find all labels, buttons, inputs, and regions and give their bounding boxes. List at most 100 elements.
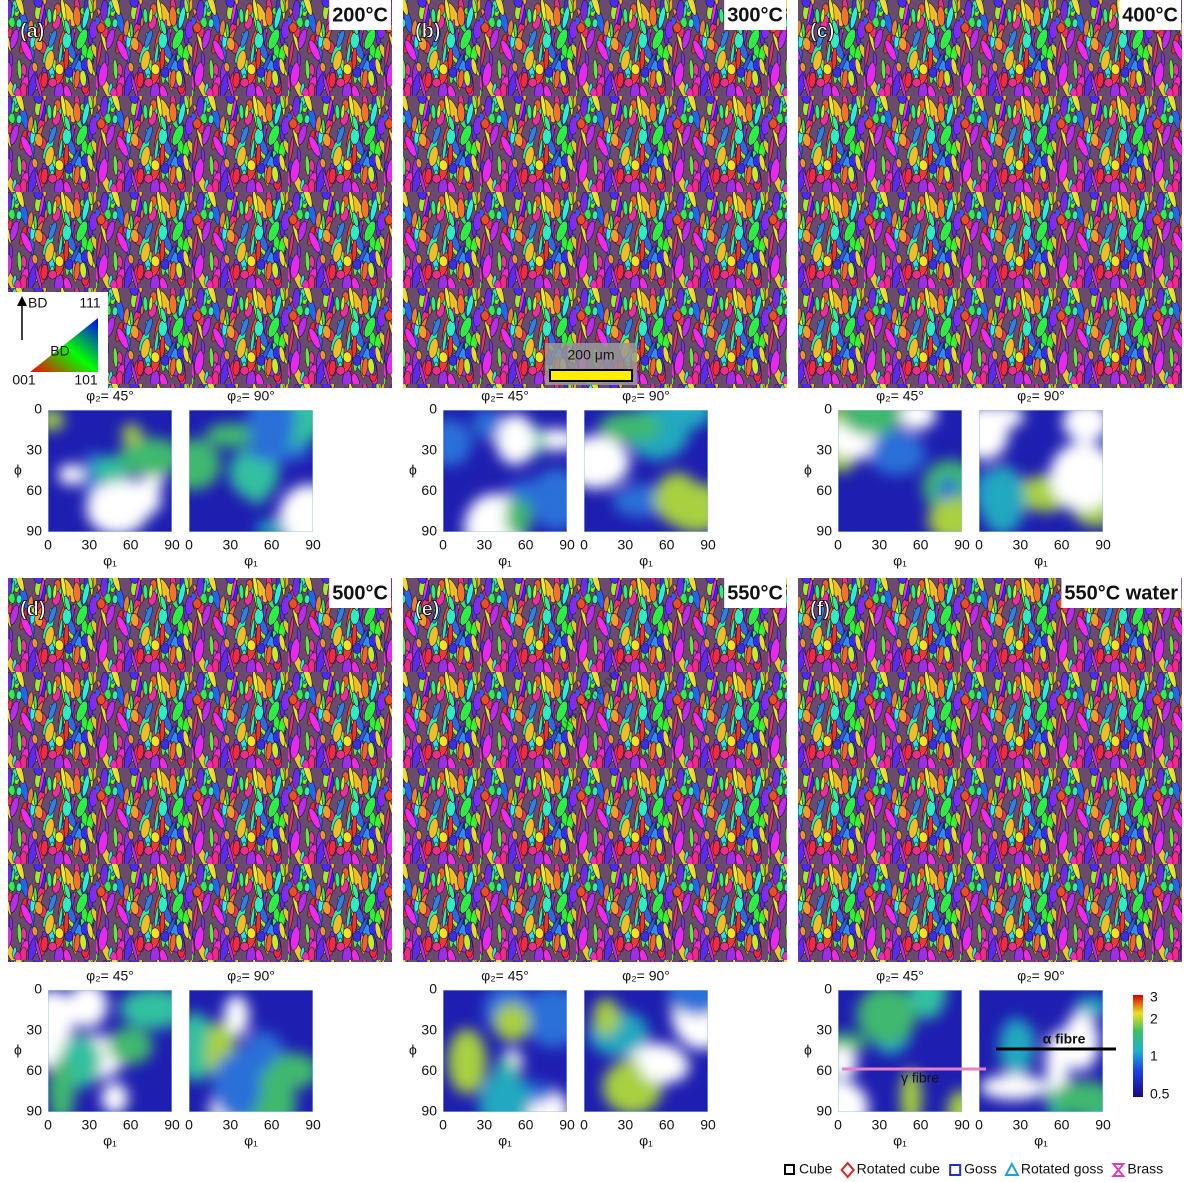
odf-map (979, 990, 1103, 1112)
temperature-label: 550°C water (1064, 582, 1178, 604)
legend-symbol (784, 1164, 795, 1175)
x-tick-label: 0 (834, 537, 842, 553)
legend-label: Brass (1127, 1161, 1163, 1177)
odf-blob (639, 1048, 690, 1084)
x-tick-label: 60 (1054, 1117, 1070, 1133)
x-axis-label: φ₁ (639, 553, 653, 569)
odf-blob (1062, 1012, 1100, 1071)
odf-blob (505, 495, 532, 532)
y-tick-label: 30 (421, 1021, 437, 1037)
y-tick-label: 90 (26, 523, 42, 539)
section-title: φ₂= 90° (227, 968, 275, 984)
odf-blob (278, 484, 313, 532)
odf-contours (189, 410, 313, 532)
legend-symbol (1004, 1161, 1020, 1176)
legend-symbol (949, 1164, 962, 1176)
x-tick-label: 60 (1054, 537, 1070, 553)
odf-blob (584, 435, 630, 489)
odf-map (979, 410, 1103, 532)
legend-symbol (840, 1161, 855, 1179)
panel-label: (b) (415, 20, 441, 42)
odf-blob (979, 464, 1026, 532)
x-tick-label: 60 (123, 537, 139, 553)
odf-blob (613, 484, 666, 518)
panel-label: (e) (415, 598, 439, 620)
panel-label: (d) (20, 598, 46, 620)
odf-blob (58, 464, 84, 486)
temperature-label: 550°C (727, 582, 783, 604)
x-axis-label: φ₁ (244, 553, 258, 569)
y-tick-label: 60 (26, 482, 42, 498)
x-tick-label: 90 (1095, 1117, 1111, 1133)
x-tick-label: 0 (44, 537, 52, 553)
ebsd-map (798, 0, 1182, 388)
odf-contours (48, 410, 172, 532)
bd-arrowhead (17, 296, 27, 306)
colorbar-tick: 1 (1150, 1048, 1158, 1064)
odf-blob (119, 990, 172, 1029)
x-tick-label: 30 (1013, 1117, 1029, 1133)
x-tick-label: 60 (913, 1117, 929, 1133)
gamma-fibre-label: γ fibre (901, 1070, 939, 1086)
x-tick-label: 0 (439, 537, 447, 553)
y-tick-label: 60 (26, 1062, 42, 1078)
y-tick-label: 60 (421, 1062, 437, 1078)
odf-blob (1074, 995, 1103, 1017)
odf-blob (478, 1071, 531, 1112)
section-title: φ₂= 90° (622, 968, 670, 984)
odf-blob (838, 1046, 858, 1080)
x-axis-label: φ₁ (103, 553, 117, 569)
y-tick-label: 0 (34, 401, 42, 417)
x-tick-label: 0 (834, 1117, 842, 1133)
x-tick-label: 0 (44, 1117, 52, 1133)
legend-label: Goss (964, 1161, 997, 1177)
x-tick-label: 30 (618, 1117, 634, 1133)
odf-blob (495, 414, 536, 465)
ebsd-map (8, 578, 392, 962)
x-tick-label: 90 (164, 1117, 180, 1133)
ipf-101: 101 (74, 372, 98, 388)
y-tick-label: 30 (421, 441, 437, 457)
odf-blob (895, 410, 937, 430)
odf-blob (927, 497, 962, 532)
odf-map (443, 410, 567, 532)
odf-blob (656, 410, 708, 431)
x-tick-label: 60 (518, 537, 534, 553)
odf-contours (447, 990, 567, 1112)
x-tick-label: 90 (559, 1117, 575, 1133)
scale-bar (549, 369, 633, 382)
legend-label: Cube (799, 1161, 833, 1177)
phi-axis-label: ϕ (409, 1042, 417, 1058)
odf-contours (584, 410, 708, 532)
odf-contours (979, 410, 1103, 532)
temperature-label: 200°C (332, 4, 388, 26)
odf-blob (494, 1003, 531, 1042)
odf-blob (525, 990, 567, 1048)
odf-map (584, 990, 708, 1112)
x-axis-label: φ₁ (893, 1133, 907, 1149)
odf-blob (840, 410, 902, 436)
y-tick-label: 60 (816, 482, 832, 498)
y-tick-label: 30 (816, 1021, 832, 1037)
x-tick-label: 90 (700, 1117, 716, 1133)
odf-blob (667, 990, 708, 1016)
ipf-triangle (30, 318, 98, 372)
odf-blob (189, 439, 221, 490)
odf-blob (947, 1090, 962, 1112)
x-tick-label: 60 (264, 1117, 280, 1133)
x-tick-label: 60 (123, 1117, 139, 1133)
y-tick-label: 0 (824, 981, 832, 997)
odf-blob (1062, 410, 1103, 443)
odf-map (48, 990, 172, 1112)
odf-blob (48, 1057, 76, 1112)
x-axis-label: φ₁ (893, 553, 907, 569)
odf-blob (212, 1051, 261, 1112)
odf-blob (246, 410, 296, 453)
x-tick-label: 60 (913, 537, 929, 553)
odf-blob (663, 483, 708, 509)
y-tick-label: 0 (34, 981, 42, 997)
odf-blob (838, 1080, 869, 1112)
odf-map (48, 410, 172, 532)
y-tick-label: 30 (26, 1021, 42, 1037)
section-title: φ₂= 45° (86, 388, 134, 404)
